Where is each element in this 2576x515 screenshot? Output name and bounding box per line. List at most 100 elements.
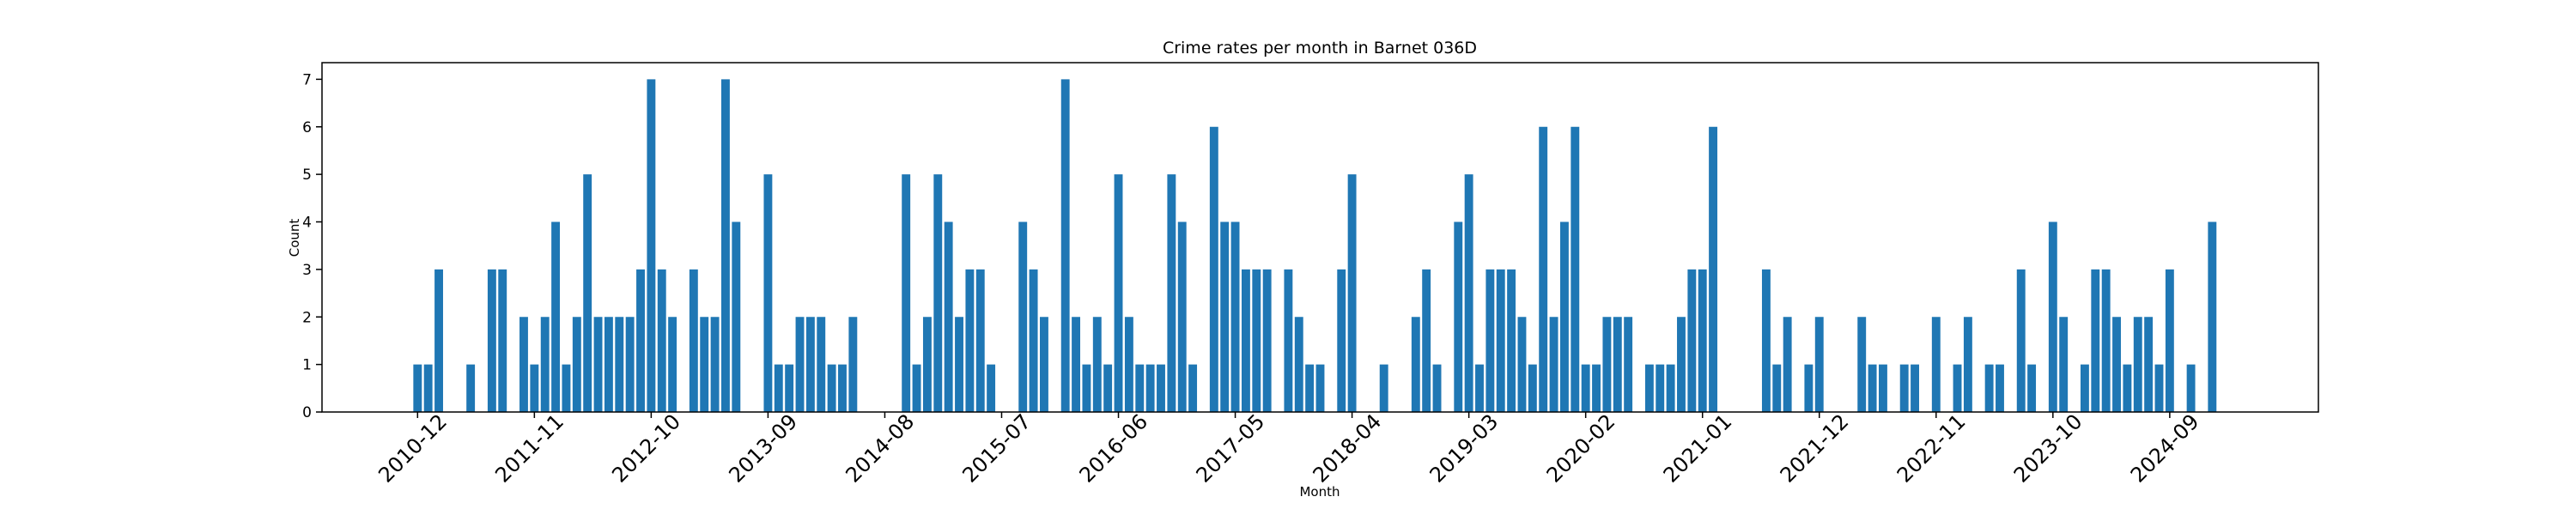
bar xyxy=(1644,364,1654,412)
bar xyxy=(1230,221,1240,412)
bar xyxy=(2112,317,2121,412)
bar xyxy=(721,79,730,412)
x-tick-label: 2022-11 xyxy=(1893,409,1971,488)
bar xyxy=(922,317,932,412)
bar xyxy=(1294,317,1303,412)
bar xyxy=(1624,317,1633,412)
bar xyxy=(2154,364,2164,412)
bar xyxy=(2208,221,2217,412)
x-tick-label: 2012-10 xyxy=(607,409,685,488)
bar xyxy=(1687,269,1697,412)
bar xyxy=(1305,364,1315,412)
plot-frame xyxy=(321,62,2319,413)
bar xyxy=(2048,221,2057,412)
bar xyxy=(1761,269,1771,412)
x-tick-label: 2023-10 xyxy=(2009,409,2087,488)
bar xyxy=(1783,317,1792,412)
bar xyxy=(1931,317,1941,412)
bar xyxy=(1698,269,1707,412)
y-tick-label: 3 xyxy=(302,262,312,279)
bar xyxy=(1656,364,1665,412)
bar xyxy=(1422,269,1431,412)
bar xyxy=(912,364,921,412)
bar xyxy=(2059,317,2069,412)
bar xyxy=(1539,126,1548,412)
x-tick-label: 2017-05 xyxy=(1192,409,1270,488)
bar xyxy=(1953,364,1962,412)
bar xyxy=(625,317,635,412)
bar xyxy=(551,221,561,412)
bar xyxy=(1709,126,1718,412)
bar xyxy=(604,317,613,412)
bar xyxy=(785,364,794,412)
bar xyxy=(657,269,666,412)
bar xyxy=(1857,317,1867,412)
bar xyxy=(2133,317,2142,412)
bar xyxy=(487,269,496,412)
bar xyxy=(1252,269,1261,412)
bar xyxy=(466,364,476,412)
y-tick-label: 4 xyxy=(302,215,312,232)
y-axis-label: Count xyxy=(287,219,302,258)
bar xyxy=(987,364,996,412)
bar xyxy=(1103,364,1113,412)
bar xyxy=(668,317,677,412)
bar xyxy=(827,364,836,412)
x-tick-label: 2016-06 xyxy=(1075,409,1153,488)
y-tick-label: 1 xyxy=(302,357,312,374)
bar xyxy=(615,317,624,412)
bar xyxy=(700,317,709,412)
bar xyxy=(2123,364,2132,412)
bar xyxy=(763,174,773,412)
chart-title: Crime rates per month in Barnet 036D xyxy=(1163,39,1477,58)
bar xyxy=(1677,317,1686,412)
bar xyxy=(1220,221,1230,412)
bar xyxy=(902,174,911,412)
bar xyxy=(1814,317,1824,412)
bar xyxy=(1581,364,1590,412)
bar xyxy=(1485,269,1495,412)
bar xyxy=(1528,364,1537,412)
bar xyxy=(1135,364,1145,412)
bar xyxy=(1996,364,2004,412)
bar xyxy=(1145,364,1155,412)
bar xyxy=(805,317,815,412)
x-tick-label: 2013-09 xyxy=(724,409,802,488)
bar xyxy=(1517,317,1527,412)
bar xyxy=(1040,317,1048,412)
bar xyxy=(1167,174,1176,412)
bar xyxy=(732,221,741,412)
bar xyxy=(944,221,953,412)
bar xyxy=(1432,364,1442,412)
bar xyxy=(2101,269,2111,412)
bar xyxy=(933,174,943,412)
bar xyxy=(1209,126,1218,412)
bar xyxy=(1337,269,1346,412)
bar xyxy=(1911,364,1919,412)
bar xyxy=(1772,364,1782,412)
bar xyxy=(647,79,656,412)
bar xyxy=(817,317,826,412)
x-axis-label: Month xyxy=(1299,484,1340,500)
bar xyxy=(1899,364,1909,412)
bar xyxy=(1571,126,1580,412)
bar xyxy=(519,317,528,412)
x-tick-label: 2024-09 xyxy=(2126,409,2204,488)
bar xyxy=(1262,269,1272,412)
x-tick-label: 2019-03 xyxy=(1425,409,1504,488)
bar xyxy=(1060,79,1070,412)
bar xyxy=(1072,317,1081,412)
x-tick-label: 2021-12 xyxy=(1776,409,1854,488)
bar xyxy=(1804,364,1814,412)
y-tick-label: 5 xyxy=(302,167,312,184)
y-tick-label: 0 xyxy=(302,404,312,421)
bar xyxy=(1984,364,1994,412)
bar xyxy=(795,317,805,412)
bar xyxy=(2091,269,2100,412)
bar xyxy=(413,364,422,412)
bar xyxy=(1592,364,1601,412)
bar xyxy=(572,317,581,412)
bar xyxy=(838,364,847,412)
bar xyxy=(2016,269,2026,412)
